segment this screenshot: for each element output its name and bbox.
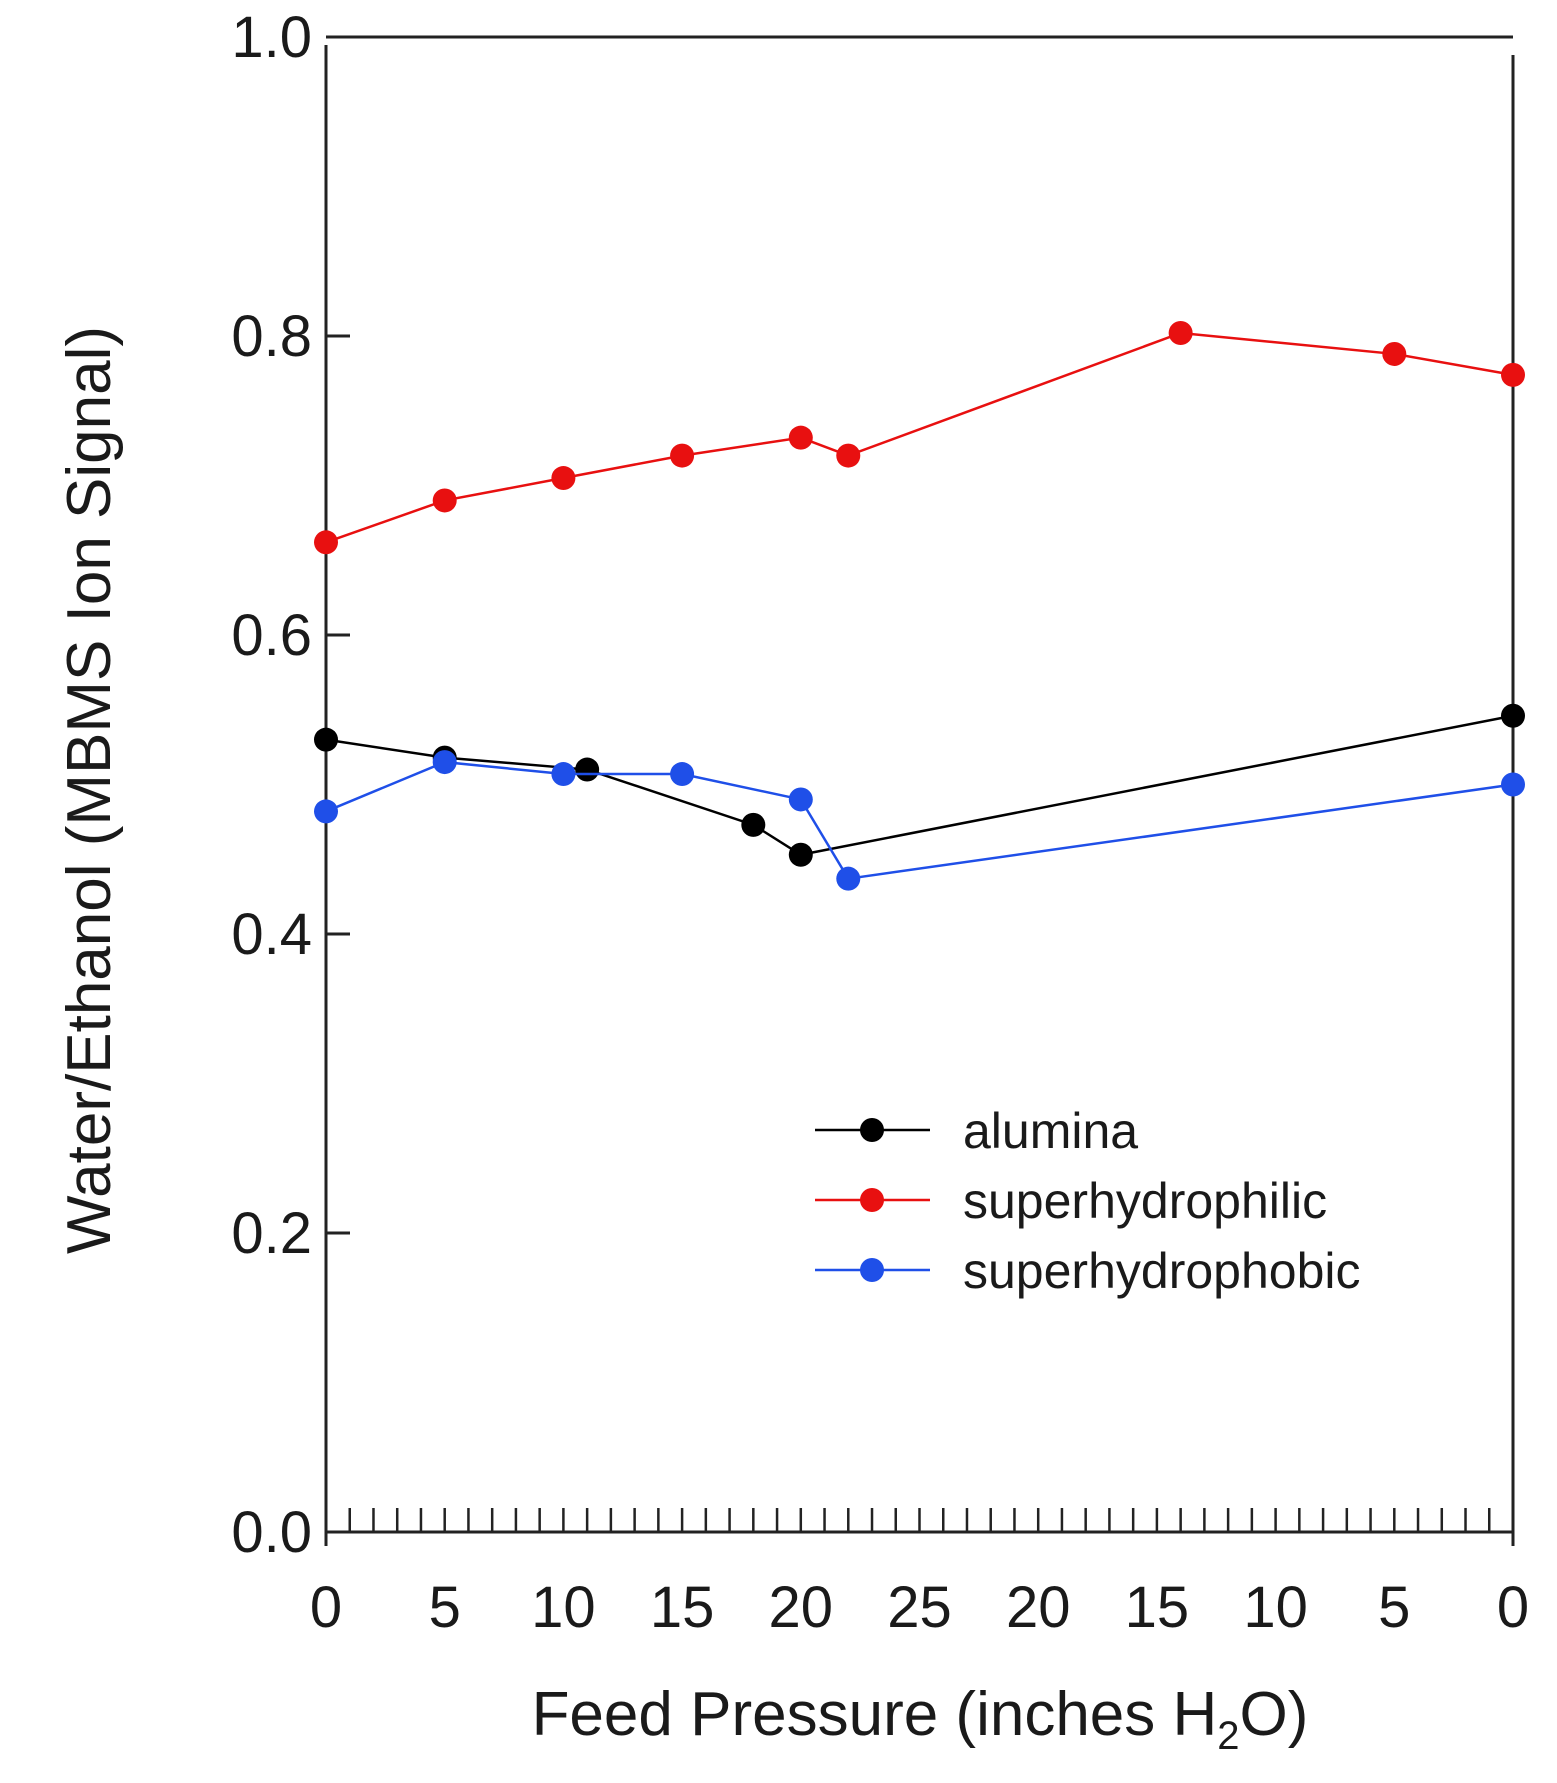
legend-swatch-marker-superhydrophilic [860,1188,884,1212]
data-point-superhydrophilic [432,488,457,513]
x-tick-label: 15 [650,1575,715,1640]
data-point-superhydrophobic [670,762,695,787]
data-point-superhydrophilic [1168,321,1193,346]
data-point-superhydrophilic [788,425,813,450]
x-tick-label: 10 [1243,1575,1308,1640]
y-tick-label: 0.8 [231,304,312,369]
legend: alumina superhydrophilic superhydrophobic [815,1103,1361,1299]
legend-label-superhydrophilic: superhydrophilic [963,1173,1327,1229]
data-point-alumina [1501,703,1525,728]
y-tick-label: 0.0 [231,1500,312,1565]
data-point-superhydrophilic [551,466,576,491]
x-axis-title-main: Feed Pressure (inches H [532,1680,1218,1749]
y-axis-title: Water/Ethanol (MBMS Ion Signal) [55,326,124,1254]
x-axis-title: Feed Pressure (inches H2O) [532,1680,1309,1758]
data-point-superhydrophilic [1382,341,1407,366]
y-axis-ticks: 0.0 0.2 0.4 0.6 0.8 1.0 [231,5,350,1565]
data-point-superhydrophobic [788,787,813,812]
data-point-superhydrophilic [314,530,338,555]
data-point-superhydrophobic [1501,772,1525,797]
x-tick-label: 20 [1006,1575,1071,1640]
data-point-alumina [741,812,766,837]
data-point-superhydrophobic [432,750,457,775]
x-tick-label: 0 [310,1575,342,1640]
data-point-superhydrophilic [670,443,695,468]
data-point-alumina [788,842,813,867]
x-tick-label: 5 [1378,1575,1410,1640]
x-tick-label: 5 [429,1575,461,1640]
legend-label-superhydrophobic: superhydrophobic [963,1243,1361,1299]
data-point-superhydrophilic [836,443,861,468]
x-tick-label: 0 [1497,1575,1529,1640]
series-layer [314,321,1525,891]
x-tick-label: 10 [531,1575,596,1640]
y-tick-label: 0.6 [231,603,312,668]
x-axis-title-subscript: 2 [1217,1714,1239,1758]
legend-label-alumina: alumina [963,1103,1138,1159]
legend-swatch-marker-superhydrophobic [860,1258,884,1282]
series-line-superhydrophilic [325,331,1514,544]
x-tick-label: 25 [887,1575,952,1640]
data-point-superhydrophobic [836,866,861,891]
y-tick-label: 0.4 [231,902,312,967]
data-point-alumina [314,727,338,752]
x-axis-ticks: 0 5 10 15 20 25 20 15 10 5 0 [310,1575,1529,1640]
data-point-superhydrophilic [1501,362,1525,387]
x-axis-title-end: O) [1240,1680,1309,1749]
series-line-superhydrophobic [325,760,1514,881]
y-tick-label: 0.2 [231,1201,312,1266]
data-point-superhydrophobic [551,762,576,787]
plot-frame [324,35,1515,1546]
x-tick-label: 20 [769,1575,834,1640]
y-tick-label: 1.0 [231,5,312,70]
data-point-alumina [575,757,600,782]
legend-swatch-marker-alumina [860,1118,884,1142]
x-tick-label: 15 [1125,1575,1190,1640]
data-point-superhydrophobic [314,799,338,824]
x-minor-ticks [348,1508,1491,1532]
series-line-alumina [325,714,1514,857]
